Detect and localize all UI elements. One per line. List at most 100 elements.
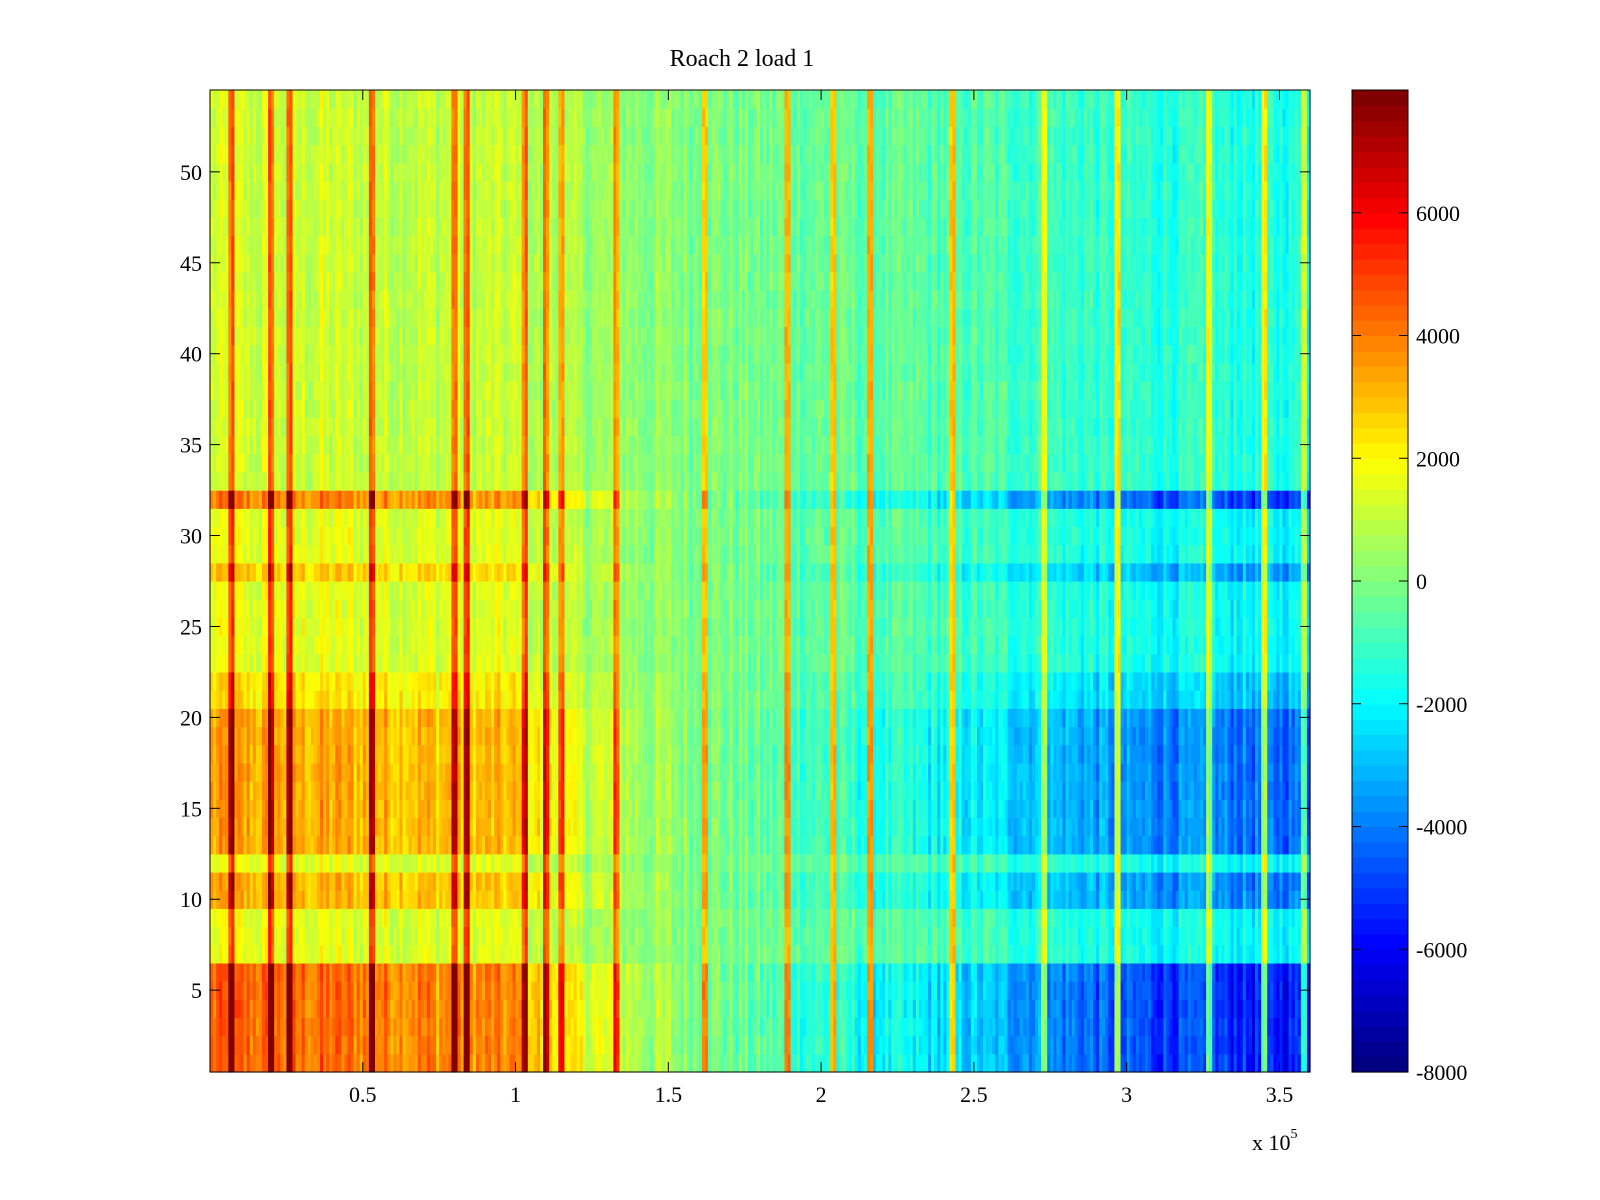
heatmap-cell [1132, 908, 1137, 928]
heatmap-cell [286, 1053, 291, 1073]
heatmap-cell [628, 944, 633, 964]
heatmap-cell [295, 1017, 300, 1037]
heatmap-cell [356, 1053, 361, 1073]
heatmap-cell [1041, 999, 1045, 1019]
heatmap-cell [766, 981, 770, 1000]
heatmap-cell [1016, 908, 1021, 928]
heatmap-cell [631, 1053, 636, 1073]
heatmap-cell [213, 1017, 217, 1037]
heatmap-cell [488, 1053, 492, 1073]
heatmap-cell [1230, 853, 1235, 873]
heatmap-cell [216, 853, 220, 873]
heatmap-cell [784, 944, 789, 964]
heatmap-cell [1175, 890, 1180, 909]
heatmap-cell [787, 1017, 792, 1037]
heatmap-cell [708, 817, 712, 837]
heatmap-cell [909, 926, 914, 946]
heatmap-cell [402, 926, 407, 946]
heatmap-cell [821, 999, 825, 1019]
heatmap-cell [1187, 999, 1192, 1019]
heatmap-cell [686, 817, 691, 837]
heatmap-cell [845, 908, 850, 928]
heatmap-cell [943, 1053, 947, 1073]
heatmap-cell [408, 908, 413, 928]
heatmap-cell [998, 1017, 1002, 1037]
heatmap-cell [1209, 926, 1213, 946]
heatmap-cell [1090, 1017, 1094, 1037]
heatmap-cell [701, 890, 706, 909]
heatmap-cell [646, 1017, 651, 1037]
heatmap-cell [900, 999, 905, 1019]
heatmap-cell [964, 871, 969, 891]
heatmap-cell [1028, 1017, 1033, 1037]
heatmap-cell [558, 962, 562, 982]
heatmap-cell [1224, 962, 1229, 982]
heatmap-cell [426, 926, 431, 946]
heatmap-cell [708, 871, 712, 891]
heatmap-cell [601, 835, 605, 855]
heatmap-cell [619, 981, 624, 1000]
heatmap-cell [860, 853, 865, 873]
heatmap-cell [805, 871, 810, 891]
heatmap-cell [854, 890, 859, 909]
heatmap-cell [1108, 890, 1112, 909]
heatmap-cell [686, 944, 691, 964]
heatmap-cell [943, 962, 947, 982]
heatmap-cell [500, 962, 504, 982]
heatmap-cell [1255, 926, 1259, 946]
heatmap-cell [692, 962, 697, 982]
heatmap-cell [1297, 835, 1302, 855]
heatmap-cell [543, 1017, 547, 1037]
heatmap-cell [1276, 981, 1281, 1000]
heatmap-cell [442, 853, 446, 873]
heatmap-cell [1141, 853, 1146, 873]
heatmap-cell [1044, 1053, 1048, 1073]
heatmap-cell [909, 962, 914, 982]
heatmap-cell [741, 1017, 746, 1037]
heatmap-cell [805, 1053, 810, 1073]
heatmap-cell [1166, 981, 1171, 1000]
heatmap-cell [799, 1035, 804, 1055]
heatmap-cell [909, 999, 914, 1019]
heatmap-cell [940, 926, 944, 946]
heatmap-cell [796, 890, 801, 909]
heatmap-cell [463, 999, 468, 1019]
heatmap-cell [995, 853, 999, 873]
heatmap-cell [934, 944, 938, 964]
heatmap-cell [485, 853, 489, 873]
heatmap-cell [1126, 999, 1131, 1019]
heatmap-cell [967, 871, 972, 891]
heatmap-cell [582, 835, 587, 855]
heatmap-cell [249, 944, 254, 964]
heatmap-cell [894, 871, 899, 891]
heatmap-cell [668, 1017, 672, 1037]
heatmap-cell [821, 871, 825, 891]
heatmap-cell [1031, 962, 1036, 982]
heatmap-cell [1239, 962, 1244, 982]
heatmap-cell [760, 853, 764, 873]
heatmap-cell [213, 944, 217, 964]
heatmap-cell [842, 999, 847, 1019]
heatmap-cell [576, 853, 581, 873]
heatmap-cell [1093, 871, 1097, 891]
heatmap-cell [549, 926, 553, 946]
heatmap-cell [1163, 926, 1167, 946]
heatmap-cell [772, 1017, 776, 1037]
heatmap-cell [955, 835, 960, 855]
heatmap-cell [426, 890, 431, 909]
heatmap-cell [735, 1053, 740, 1073]
heatmap-cell [701, 871, 706, 891]
heatmap-cell [625, 890, 630, 909]
heatmap-cell [818, 1053, 822, 1073]
heatmap-cell [943, 853, 947, 873]
heatmap-cell [408, 1035, 413, 1055]
heatmap-cell [1077, 890, 1082, 909]
heatmap-cell [888, 908, 892, 928]
heatmap-cell [1138, 871, 1143, 891]
heatmap-cell [430, 871, 434, 891]
heatmap-cell [344, 835, 349, 855]
heatmap-cell [515, 890, 520, 909]
heatmap-cell [210, 853, 214, 873]
heatmap-cell [344, 981, 349, 1000]
heatmap-cell [316, 853, 321, 873]
